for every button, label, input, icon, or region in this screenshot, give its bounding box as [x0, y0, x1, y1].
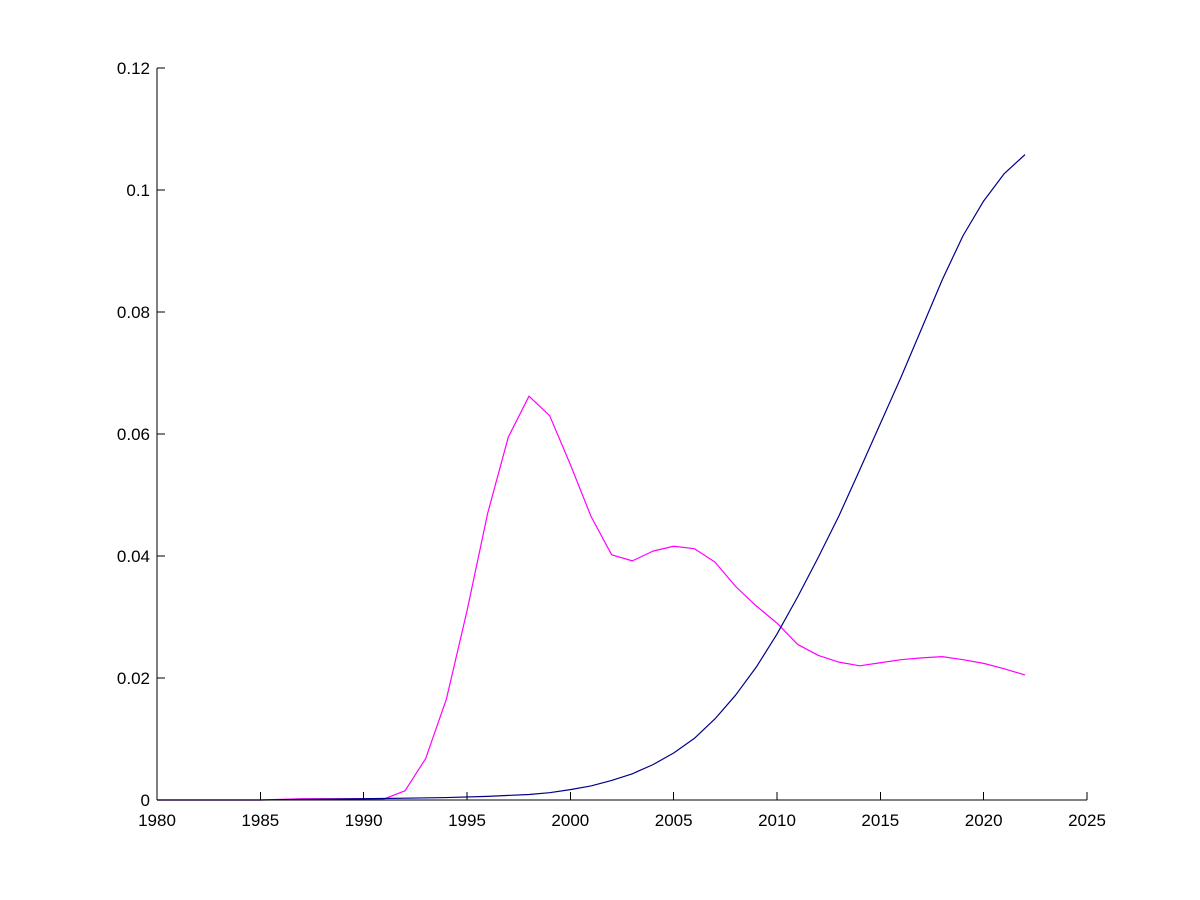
x-tick-label: 1995 — [448, 811, 486, 830]
x-tick-label: 2010 — [758, 811, 796, 830]
y-tick-label: 0.02 — [117, 669, 150, 688]
y-tick-label: 0.12 — [117, 59, 150, 78]
x-tick-label: 2020 — [965, 811, 1003, 830]
series-line-1 — [157, 395, 1026, 801]
x-axis-ticks: 1980 1985 1990 1995 2000 2005 2010 2015 2020 2025 — [138, 792, 1106, 830]
y-tick-label: 0.08 — [117, 303, 150, 322]
x-tick-label: 2025 — [1068, 811, 1106, 830]
x-tick-label: 1980 — [138, 811, 176, 830]
x-tick-label: 2015 — [861, 811, 899, 830]
series-layer — [157, 154, 1026, 801]
y-tick-label: 0.06 — [117, 425, 150, 444]
x-tick-label: 1985 — [241, 811, 279, 830]
y-tick-label: 0 — [141, 791, 150, 810]
axes-layer — [156, 68, 1087, 801]
x-tick-label: 2000 — [551, 811, 589, 830]
y-tick-label: 0.04 — [117, 547, 150, 566]
y-tick-label: 0.1 — [126, 181, 150, 200]
y-axis-ticks: 0 0.02 0.04 0.06 0.08 0.1 0.12 — [117, 59, 165, 810]
x-tick-label: 2005 — [655, 811, 693, 830]
series-line-2 — [157, 154, 1026, 801]
x-tick-label: 1990 — [345, 811, 383, 830]
